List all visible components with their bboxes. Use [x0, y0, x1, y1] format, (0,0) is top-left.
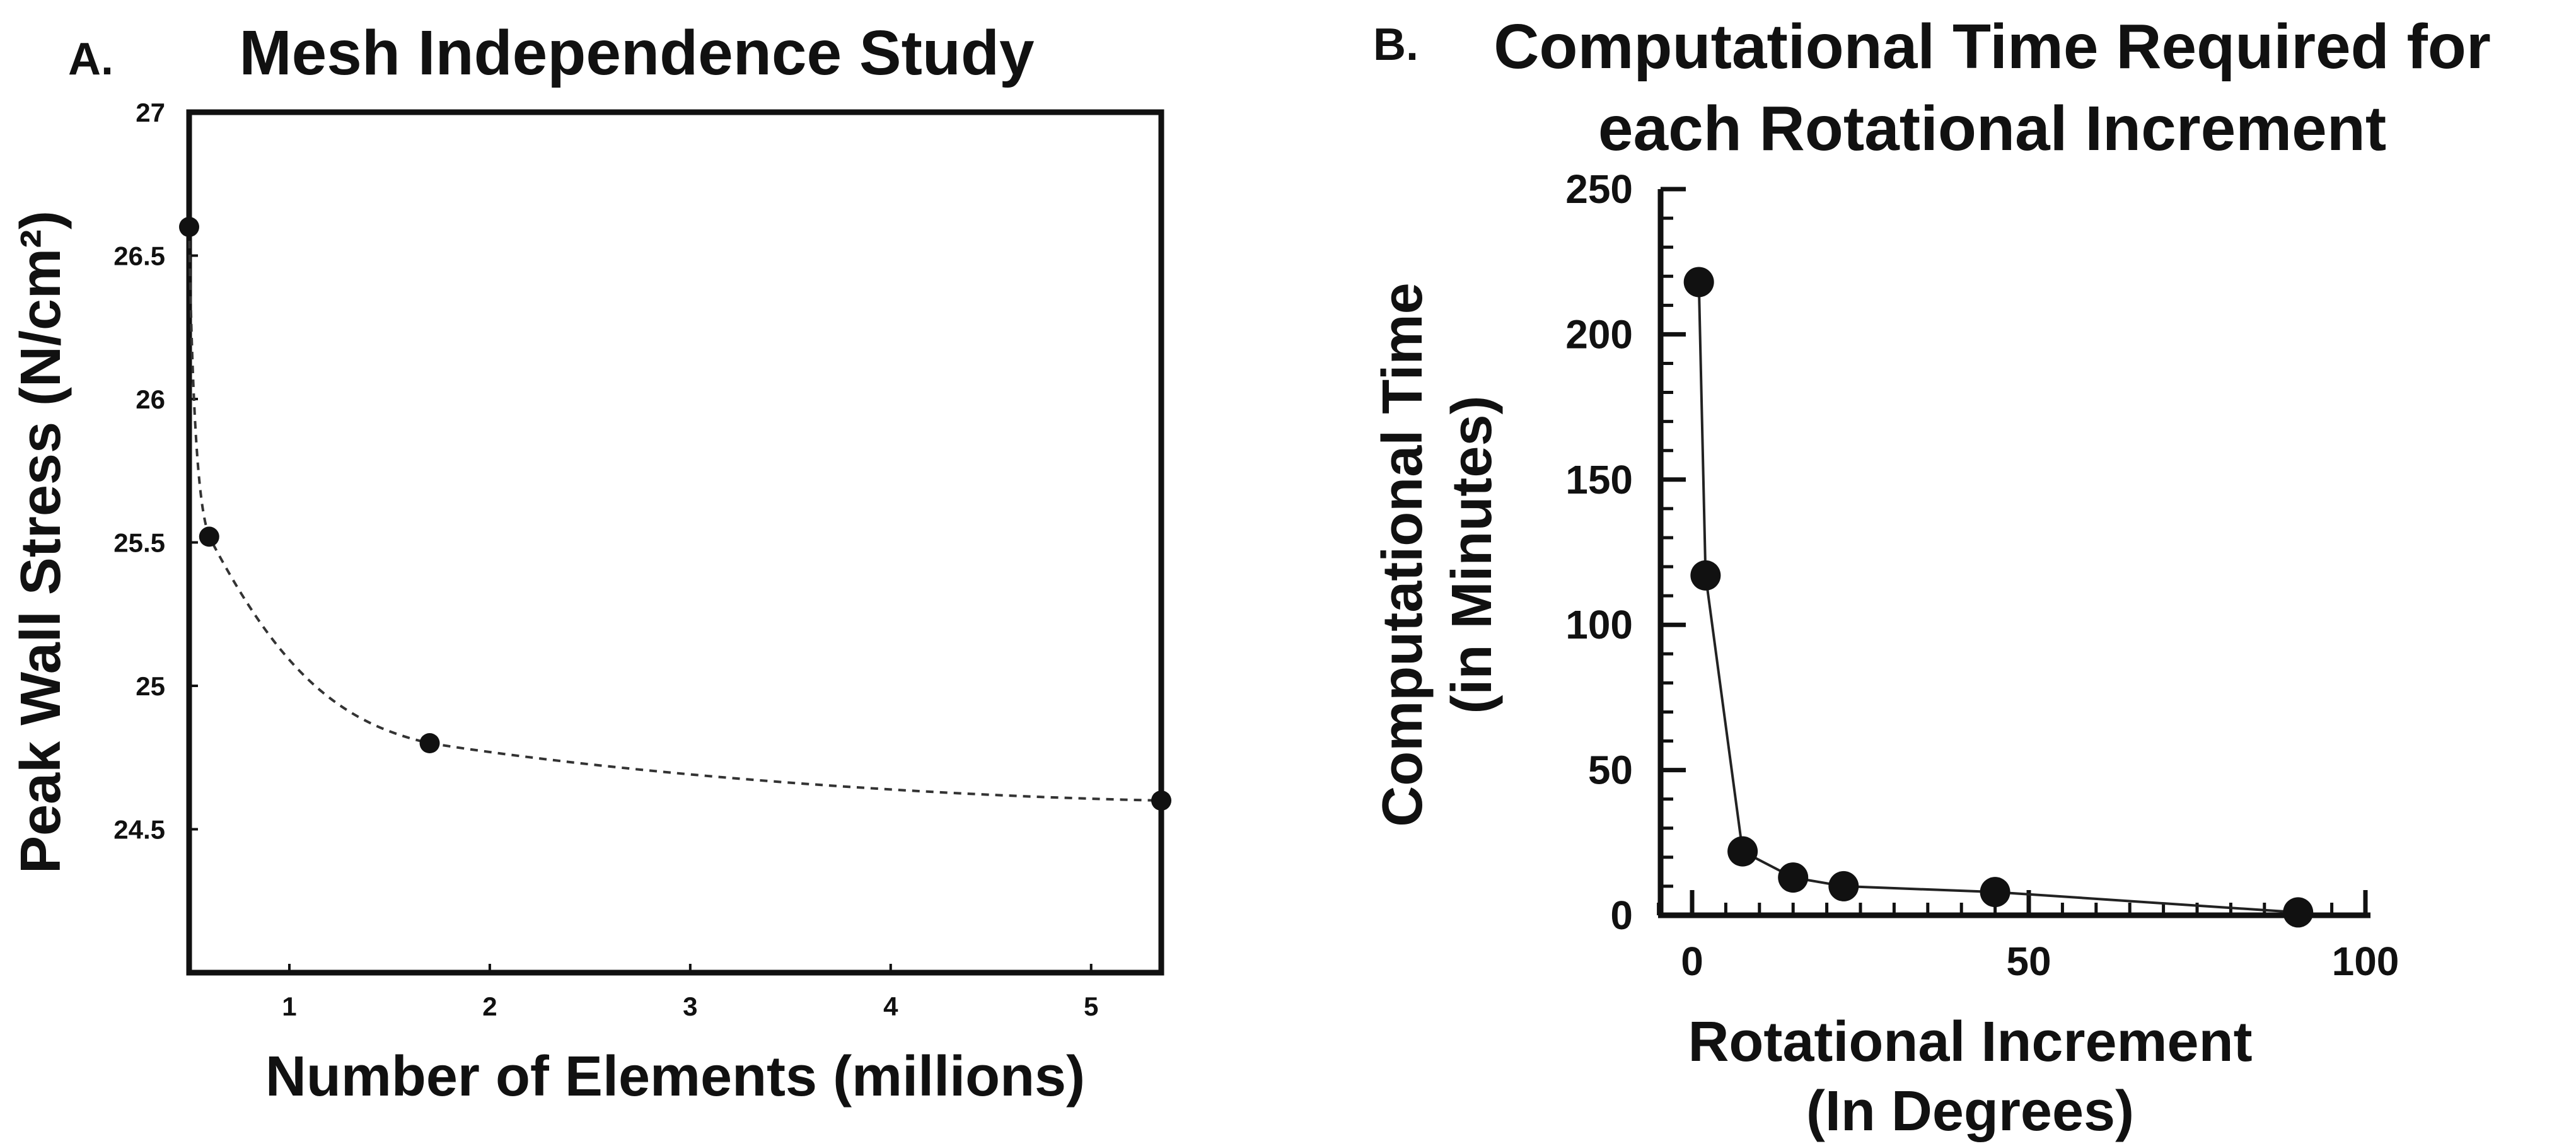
panel-b-y-axis-label-line-1: Computational Time — [1371, 282, 1434, 826]
panel-a-y-tick-label: 27 — [136, 98, 165, 127]
panel-b-ticks: 0 50 100 150 200 250 0 50 100 — [1565, 166, 2399, 984]
panel-a-x-tick-label: 1 — [282, 992, 296, 1021]
panel-b-data-point — [1727, 836, 1758, 867]
panel-b-data — [1683, 267, 2314, 928]
panel-b-computational-time: B. Computational Time Required for each … — [1371, 11, 2491, 1143]
panel-a-x-tick-label: 5 — [1084, 992, 1098, 1021]
panel-b-label: B. — [1373, 20, 1419, 70]
panel-a-y-tick-label: 26.5 — [113, 241, 165, 271]
panel-b-y-tick-label: 200 — [1565, 311, 1633, 357]
panel-a-data-point — [199, 526, 219, 547]
panel-a-data-point — [419, 733, 440, 753]
panel-b-title-line-2: each Rotational Increment — [1598, 93, 2386, 164]
panel-b-data-point — [1690, 560, 1721, 591]
panel-b-series-line — [1697, 282, 2299, 914]
panel-a-y-tick-label: 26 — [136, 385, 165, 414]
panel-b-y-tick-label: 50 — [1588, 748, 1633, 793]
panel-a-x-axis-label: Number of Elements (millions) — [265, 1045, 1085, 1108]
panel-a-y-tick-label: 25 — [136, 671, 165, 701]
panel-b-title-line-1: Computational Time Required for — [1494, 11, 2491, 82]
panel-b-y-tick-label: 150 — [1565, 457, 1633, 502]
panel-a-x-tick-label: 3 — [683, 992, 697, 1021]
panel-a-data-point — [179, 217, 199, 237]
panel-a-mesh-independence: A. Mesh Independence Study 1 2 3 4 5 24.5 25 25… — [9, 18, 1171, 1108]
panel-a-y-tick-label: 25.5 — [113, 528, 165, 558]
panel-b-data-point — [1828, 871, 1859, 901]
panel-a-plot-frame — [186, 109, 1164, 976]
panel-a-ticks: 1 2 3 4 5 24.5 25 25.5 26 26.5 27 — [113, 98, 1098, 1021]
panel-a-title: Mesh Independence Study — [239, 18, 1035, 88]
panel-b-x-tick-label: 0 — [1681, 939, 1703, 984]
panel-b-x-axis-label-line-1: Rotational Increment — [1688, 1010, 2252, 1074]
panel-b-data-point — [1980, 877, 2010, 908]
panel-b-y-axis-label-line-2: (in Minutes) — [1441, 396, 1504, 714]
panel-b-data-point — [1778, 862, 1809, 893]
panel-b-y-tick-label: 100 — [1565, 602, 1633, 647]
panel-a-x-tick-label: 2 — [482, 992, 497, 1021]
panel-b-data-point — [1683, 267, 1714, 298]
panel-a-label: A. — [68, 34, 113, 84]
panel-b-x-tick-label: 100 — [2332, 939, 2399, 984]
panel-a-series-line — [188, 226, 1162, 802]
panel-a-x-tick-label: 4 — [883, 992, 898, 1021]
panel-a-y-axis-label: Peak Wall Stress (N/cm²) — [9, 211, 73, 874]
panel-b-x-tick-label: 50 — [2006, 939, 2051, 984]
panel-b-x-axis-label-line-2: (In Degrees) — [1806, 1080, 2134, 1143]
panel-b-data-point — [2283, 897, 2314, 928]
panel-a-y-tick-label: 24.5 — [113, 815, 165, 845]
panel-b-y-tick-label: 0 — [1610, 893, 1633, 938]
panel-a-data — [179, 217, 1171, 811]
panel-b-y-tick-label: 250 — [1565, 166, 1633, 212]
panel-a-data-point — [1151, 790, 1171, 811]
